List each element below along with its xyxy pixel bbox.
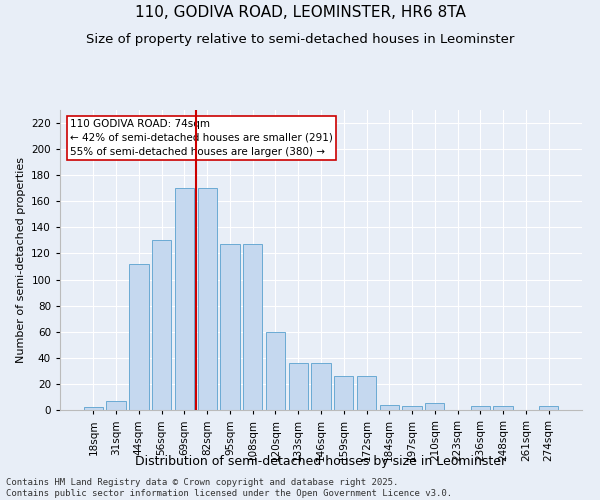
Bar (493, 406, 513, 410)
Bar (357, 376, 376, 410)
Bar (129, 264, 149, 410)
Y-axis label: Number of semi-detached properties: Number of semi-detached properties (16, 157, 26, 363)
Bar (152, 240, 172, 410)
Bar (220, 244, 239, 410)
Text: 110 GODIVA ROAD: 74sqm
← 42% of semi-detached houses are smaller (291)
55% of se: 110 GODIVA ROAD: 74sqm ← 42% of semi-det… (70, 119, 334, 157)
Bar (84, 408, 103, 410)
Bar (106, 401, 126, 410)
Bar (470, 406, 490, 410)
Bar (403, 406, 422, 410)
Bar (380, 405, 399, 410)
Bar (266, 332, 285, 410)
Bar (243, 244, 262, 410)
Bar (425, 404, 445, 410)
Text: Size of property relative to semi-detached houses in Leominster: Size of property relative to semi-detach… (86, 32, 514, 46)
Bar (539, 406, 558, 410)
Text: 110, GODIVA ROAD, LEOMINSTER, HR6 8TA: 110, GODIVA ROAD, LEOMINSTER, HR6 8TA (134, 5, 466, 20)
Bar (289, 363, 308, 410)
Bar (334, 376, 353, 410)
Text: Distribution of semi-detached houses by size in Leominster: Distribution of semi-detached houses by … (136, 455, 506, 468)
Bar (175, 188, 194, 410)
Bar (311, 363, 331, 410)
Text: Contains HM Land Registry data © Crown copyright and database right 2025.
Contai: Contains HM Land Registry data © Crown c… (6, 478, 452, 498)
Bar (197, 188, 217, 410)
